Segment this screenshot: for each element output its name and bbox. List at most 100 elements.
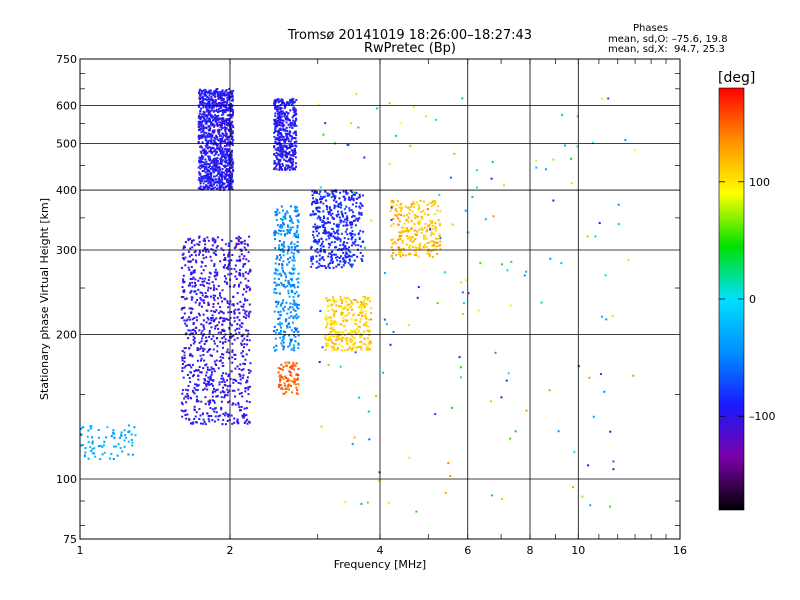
- data-point: [201, 294, 204, 297]
- data-point: [290, 143, 293, 145]
- data-point: [291, 102, 294, 105]
- data-point: [208, 322, 211, 325]
- data-point: [358, 396, 360, 399]
- data-point: [224, 177, 226, 180]
- data-point: [278, 164, 281, 167]
- data-point: [213, 116, 216, 119]
- data-point: [415, 254, 417, 257]
- data-point: [352, 242, 355, 245]
- grid-lines: [80, 59, 680, 539]
- data-point: [344, 319, 347, 321]
- data-point: [190, 271, 193, 274]
- data-point: [127, 424, 130, 427]
- y-tick-label: 750: [56, 53, 77, 66]
- data-point: [213, 360, 216, 363]
- data-point: [225, 94, 228, 96]
- data-point: [334, 195, 337, 198]
- data-point: [549, 257, 552, 260]
- data-point: [216, 144, 219, 147]
- data-point: [368, 334, 371, 336]
- data-point: [436, 209, 439, 212]
- data-point: [274, 349, 276, 352]
- data-point: [214, 118, 217, 121]
- data-point: [283, 223, 286, 226]
- data-point: [290, 242, 293, 245]
- data-point: [213, 340, 216, 343]
- data-point: [283, 272, 286, 275]
- data-point: [212, 100, 215, 103]
- data-point: [289, 121, 292, 124]
- data-point: [244, 390, 247, 393]
- data-point: [576, 145, 579, 148]
- data-point: [328, 233, 331, 236]
- data-point: [218, 149, 221, 152]
- data-point: [286, 147, 289, 150]
- data-point: [210, 173, 213, 176]
- data-point: [370, 318, 373, 321]
- data-point: [212, 110, 215, 113]
- data-point: [491, 494, 494, 497]
- data-point: [202, 326, 205, 328]
- data-point: [237, 382, 240, 384]
- data-point: [208, 139, 211, 142]
- data-point: [227, 266, 229, 268]
- data-point: [116, 454, 119, 457]
- data-point: [278, 113, 281, 116]
- data-point: [289, 306, 292, 309]
- data-point: [330, 320, 333, 323]
- data-point: [438, 193, 441, 196]
- data-point: [192, 258, 194, 261]
- data-point: [208, 89, 211, 92]
- data-points: [79, 87, 636, 513]
- data-point: [233, 312, 236, 315]
- data-point: [220, 146, 223, 149]
- data-point: [217, 162, 220, 165]
- data-point: [297, 330, 300, 333]
- data-point: [420, 216, 423, 219]
- data-point: [232, 126, 235, 129]
- data-point: [201, 141, 204, 144]
- data-point: [206, 144, 209, 147]
- data-point: [234, 308, 237, 311]
- data-point: [587, 464, 590, 467]
- data-point: [354, 238, 357, 241]
- data-point: [334, 301, 337, 304]
- data-point: [201, 154, 203, 157]
- data-point: [191, 277, 194, 280]
- data-point: [206, 99, 208, 101]
- data-point: [326, 208, 329, 211]
- data-point: [273, 330, 275, 332]
- data-point: [211, 159, 214, 162]
- data-point: [338, 305, 341, 308]
- data-point: [222, 346, 224, 349]
- data-point: [210, 295, 212, 298]
- data-point: [208, 101, 211, 104]
- data-point: [273, 102, 276, 105]
- data-point: [288, 133, 291, 136]
- data-point: [238, 258, 241, 261]
- data-point: [213, 401, 216, 404]
- data-point: [193, 244, 196, 247]
- data-point: [206, 169, 209, 172]
- data-point: [417, 247, 420, 249]
- data-point: [278, 136, 281, 138]
- data-point: [230, 159, 233, 162]
- data-point: [210, 326, 213, 329]
- data-point: [182, 281, 185, 284]
- data-point: [327, 333, 330, 336]
- data-point: [209, 171, 212, 174]
- data-point: [337, 233, 340, 235]
- data-point: [339, 219, 342, 222]
- data-point: [281, 301, 284, 304]
- data-point: [311, 262, 314, 265]
- data-point: [245, 413, 248, 416]
- data-point: [206, 388, 209, 391]
- data-point: [209, 354, 212, 357]
- data-point: [213, 387, 215, 390]
- data-point: [244, 277, 247, 280]
- data-point: [209, 103, 212, 106]
- data-point: [331, 335, 334, 337]
- data-point: [217, 131, 220, 134]
- data-point: [408, 212, 411, 215]
- data-point: [407, 206, 410, 209]
